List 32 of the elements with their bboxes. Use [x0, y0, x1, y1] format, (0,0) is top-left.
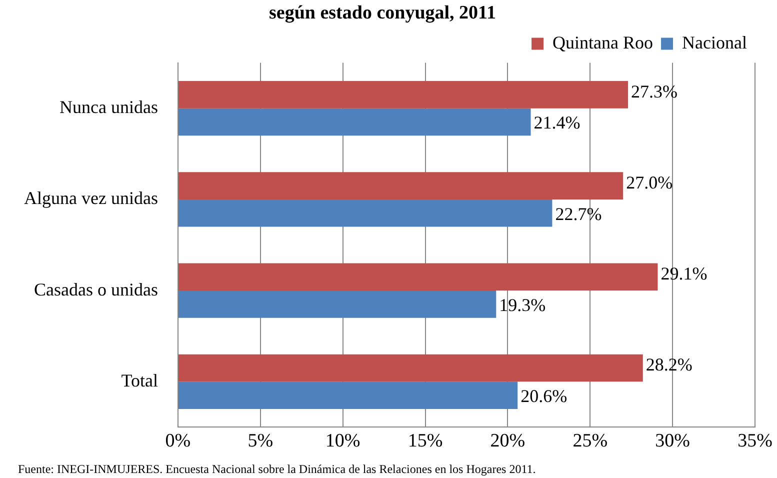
y-tick-label: Casadas o unidas — [34, 279, 158, 300]
bar — [178, 354, 643, 382]
legend-label: Nacional — [682, 32, 747, 53]
x-tick-label: 25% — [572, 430, 608, 452]
data-label: 19.3% — [499, 294, 546, 315]
x-tick-label: 35% — [738, 430, 773, 452]
data-label: 28.2% — [646, 354, 692, 375]
data-label: 27.0% — [626, 172, 673, 193]
bar — [178, 81, 628, 108]
bar — [178, 382, 518, 409]
data-label: 27.3% — [631, 81, 678, 102]
bar — [178, 172, 624, 200]
bar — [178, 108, 531, 136]
data-label: 29.1% — [660, 264, 708, 284]
x-tick-label: 20% — [490, 430, 526, 452]
legend-label: Quintana Roo — [552, 32, 654, 53]
y-tick-label: Alguna vez unidas — [24, 188, 158, 208]
y-tick-label: Total — [121, 370, 158, 390]
bar — [178, 290, 496, 318]
x-tick-label: 5% — [248, 430, 274, 452]
x-tick-label: 30% — [655, 430, 690, 452]
bar — [178, 263, 658, 291]
x-tick-label: 0% — [165, 430, 191, 452]
chart-title: según estado conyugal, 2011 — [269, 2, 496, 24]
x-tick-label: 10% — [325, 430, 360, 452]
x-tick-label: 15% — [408, 430, 443, 452]
data-label: 22.7% — [555, 204, 602, 224]
data-label: 20.6% — [520, 386, 568, 406]
bar — [178, 199, 552, 227]
y-tick-label: Nunca unidas — [59, 97, 158, 118]
source-note: Fuente: INEGI-INMUJERES. Encuesta Nacional sobre la Dinámica de las Relaciones en los Hogares 2011. — [18, 462, 536, 476]
data-label: 21.4% — [534, 112, 580, 133]
